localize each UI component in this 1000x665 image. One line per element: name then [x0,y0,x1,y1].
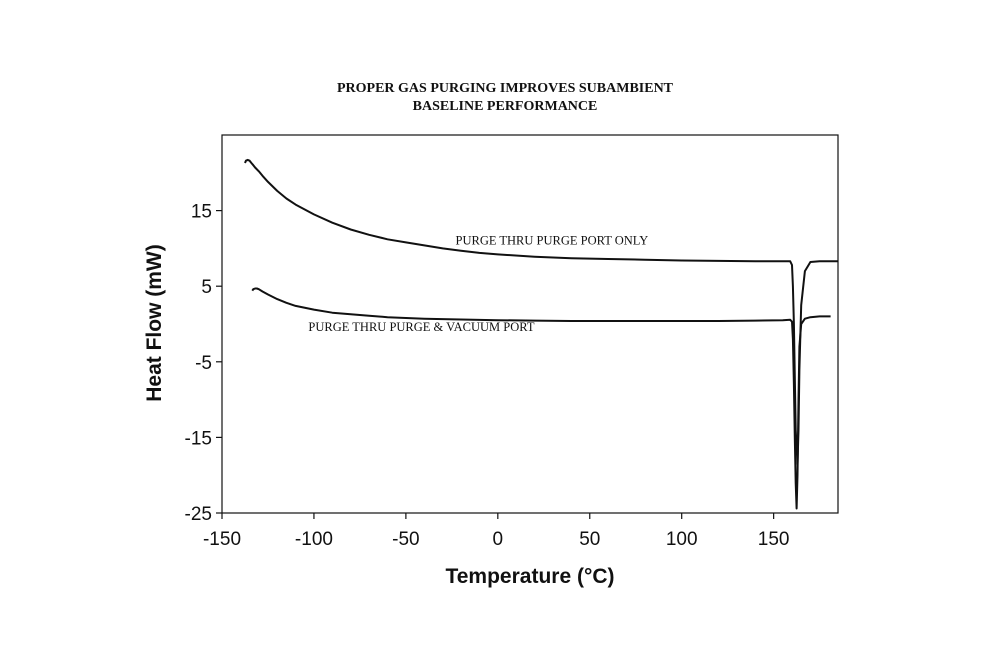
x-tick-label: -100 [295,529,333,550]
annotation-layer: PURGE THRU PURGE PORT ONLY PURGE THRU PUR… [308,234,648,334]
series-annotation-1: PURGE THRU PURGE PORT ONLY [456,234,649,248]
x-axis-title: Temperature (°C) [445,565,614,588]
x-tick-label: 50 [579,529,600,550]
chart-title-line-2: BASELINE PERFORMANCE [412,99,598,114]
x-tick-label: -150 [203,529,241,550]
x-tick-label: 100 [666,529,698,550]
y-tick-label: -5 [195,353,212,374]
y-tick-label: -25 [185,504,212,525]
series-annotation-2: PURGE THRU PURGE & VACUUM PORT [308,320,534,334]
y-tick-label: -15 [185,428,212,449]
x-tick-label: -50 [392,529,419,550]
x-axis-ticks: -150 -100 -50 0 50 100 150 [203,513,790,550]
series-line-2 [251,287,831,510]
series-line-1 [244,158,838,465]
chart-title-line-1: PROPER GAS PURGING IMPROVES SUBAMBIENT [336,81,674,96]
y-tick-label: 5 [201,277,212,298]
y-axis-title: Heat Flow (mW) [143,244,166,402]
y-axis-ticks: -25 -15 -5 5 15 [185,202,222,525]
plot-area-frame [221,134,839,514]
x-tick-label: 0 [493,529,504,550]
chart-title: PROPER GAS PURGING IMPROVES SUBAMBIENT B… [205,80,805,116]
series-layer [244,158,838,510]
x-tick-label: 150 [758,529,790,550]
y-tick-label: 15 [191,202,212,223]
